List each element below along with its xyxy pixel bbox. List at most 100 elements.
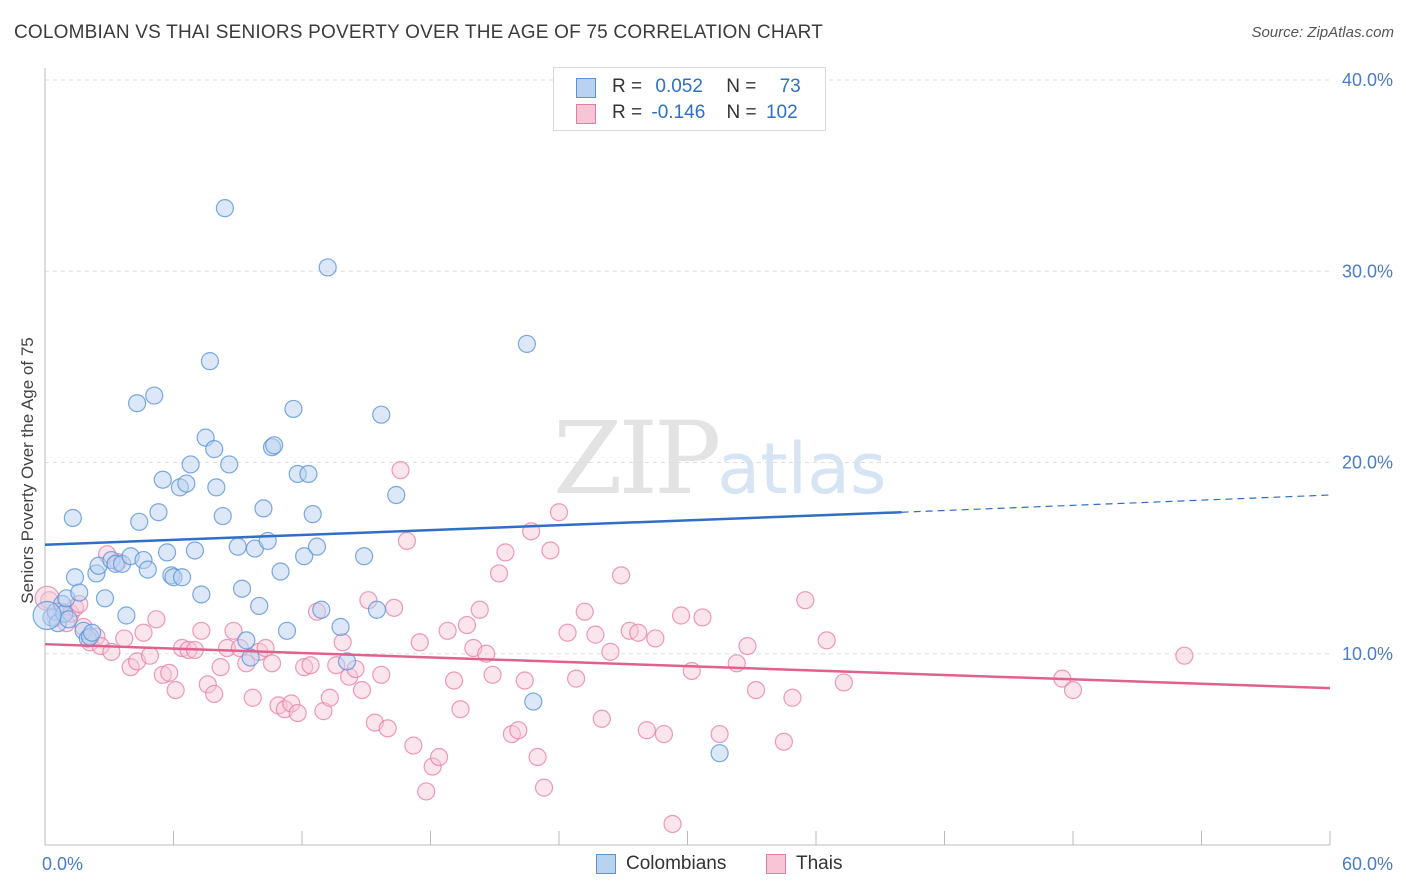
point-colombians — [250, 596, 269, 616]
series-thais — [34, 461, 1194, 834]
point-thais — [671, 606, 691, 625]
point-colombians — [337, 652, 357, 671]
point-thais — [115, 629, 134, 648]
legend-n-label: N = — [726, 76, 757, 97]
point-colombians — [372, 405, 391, 424]
point-colombians — [65, 568, 85, 587]
point-colombians — [254, 499, 273, 518]
point-thais — [391, 461, 410, 480]
y-axis-label: Seniors Poverty Over the Age of 75 — [18, 337, 37, 603]
bottom-legend-label-colombians: Colombians — [626, 853, 727, 874]
point-colombians — [95, 589, 115, 608]
point-thais — [384, 598, 404, 617]
point-thais — [256, 638, 275, 658]
x-tick-label-min: 0.0% — [42, 854, 83, 874]
point-colombians — [63, 508, 82, 528]
y-tick-label: 30.0% — [1342, 261, 1393, 281]
point-colombians — [192, 585, 211, 604]
point-thais — [153, 665, 172, 684]
point-colombians — [710, 744, 729, 763]
legend-n-value-colombians: 73 — [779, 76, 801, 97]
point-colombians — [355, 547, 374, 566]
point-thais — [282, 694, 301, 713]
point-thais — [1175, 646, 1194, 665]
point-thais — [140, 646, 160, 665]
point-thais — [629, 623, 648, 642]
point-colombians — [117, 606, 136, 625]
point-colombians — [232, 579, 252, 598]
legend-swatch-colombians — [576, 78, 596, 98]
axes — [44, 68, 1331, 846]
point-colombians — [138, 560, 157, 579]
point-thais — [410, 633, 429, 652]
point-colombians — [205, 440, 224, 459]
point-colombians — [387, 485, 406, 505]
point-thais — [211, 658, 230, 677]
point-thais — [372, 665, 391, 684]
point-thais — [217, 638, 237, 658]
point-colombians — [299, 464, 318, 484]
point-thais — [637, 721, 656, 740]
point-colombians — [153, 470, 172, 489]
bottom-legend-swatch-colombians — [596, 854, 616, 874]
point-thais — [320, 688, 339, 707]
point-colombians — [295, 547, 314, 566]
point-colombians — [185, 541, 205, 560]
legend-r-label: R = — [612, 102, 643, 123]
point-thais — [134, 623, 153, 642]
point-colombians — [241, 648, 260, 667]
point-thais — [738, 636, 757, 656]
point-thais — [404, 736, 423, 755]
point-thais — [541, 541, 560, 560]
point-colombians — [181, 455, 200, 474]
point-thais — [397, 531, 417, 551]
gridlines — [45, 79, 1330, 655]
point-thais — [612, 566, 631, 585]
point-thais — [646, 629, 665, 648]
point-colombians — [200, 352, 220, 371]
point-thais — [451, 700, 470, 719]
point-thais — [1063, 680, 1083, 700]
point-thais — [288, 703, 307, 723]
point-thais — [198, 675, 217, 694]
point-colombians — [237, 631, 256, 650]
series-colombians — [32, 199, 729, 763]
point-thais — [224, 621, 243, 640]
point-thais — [663, 814, 682, 834]
legend-swatch-thais — [576, 104, 596, 124]
y-tick-label: 40.0% — [1342, 70, 1393, 90]
point-thais — [783, 688, 802, 707]
point-colombians — [284, 399, 303, 419]
point-thais — [654, 724, 674, 744]
point-thais — [710, 724, 729, 744]
point-colombians — [130, 512, 149, 531]
point-thais — [444, 671, 464, 690]
trend-line-thais — [44, 642, 1331, 690]
point-thais — [796, 591, 815, 610]
point-thais — [528, 747, 547, 767]
point-thais — [489, 564, 509, 583]
point-colombians — [367, 600, 387, 619]
watermark: ZIPatlas — [553, 400, 887, 517]
trend-line-colombians — [44, 510, 902, 546]
point-thais — [147, 610, 166, 629]
point-colombians-cluster — [32, 600, 62, 631]
point-thais — [834, 673, 853, 692]
legend-r-value-thais: -0.146 — [651, 102, 706, 123]
point-thais — [534, 778, 554, 797]
point-thais — [301, 656, 320, 675]
bottom-legend-label-thais: Thais — [796, 853, 843, 874]
point-colombians — [318, 258, 337, 277]
point-thais — [352, 680, 372, 700]
chart-title: COLOMBIAN VS THAI SENIORS POVERTY OVER T… — [14, 22, 824, 43]
point-thais — [601, 642, 620, 661]
legend-r-label: R = — [612, 76, 643, 97]
trend-line-colombians-extension — [901, 494, 1331, 513]
point-colombians — [215, 199, 234, 218]
point-thais — [483, 665, 502, 684]
point-thais — [166, 680, 185, 700]
point-colombians — [213, 506, 232, 526]
point-thais — [549, 503, 569, 522]
point-thais — [438, 621, 457, 640]
